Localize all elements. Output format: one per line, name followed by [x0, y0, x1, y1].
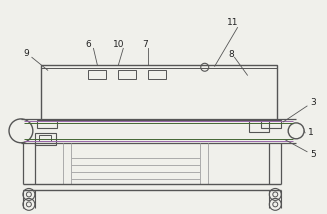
Text: 5: 5	[310, 150, 316, 159]
Bar	[35, 133, 56, 145]
Bar	[118, 70, 136, 79]
Text: 1: 1	[308, 128, 314, 137]
Bar	[261, 120, 281, 128]
Bar	[148, 70, 166, 79]
Text: 3: 3	[310, 98, 316, 107]
Bar	[39, 135, 51, 141]
Bar	[37, 120, 57, 128]
Bar	[41, 65, 277, 120]
Bar	[89, 70, 106, 79]
Text: 8: 8	[229, 50, 234, 59]
Text: 7: 7	[142, 40, 148, 49]
Text: 9: 9	[23, 49, 29, 58]
Text: 11: 11	[227, 18, 238, 27]
Bar	[250, 120, 269, 132]
Text: 10: 10	[112, 40, 124, 49]
Text: 6: 6	[86, 40, 91, 49]
